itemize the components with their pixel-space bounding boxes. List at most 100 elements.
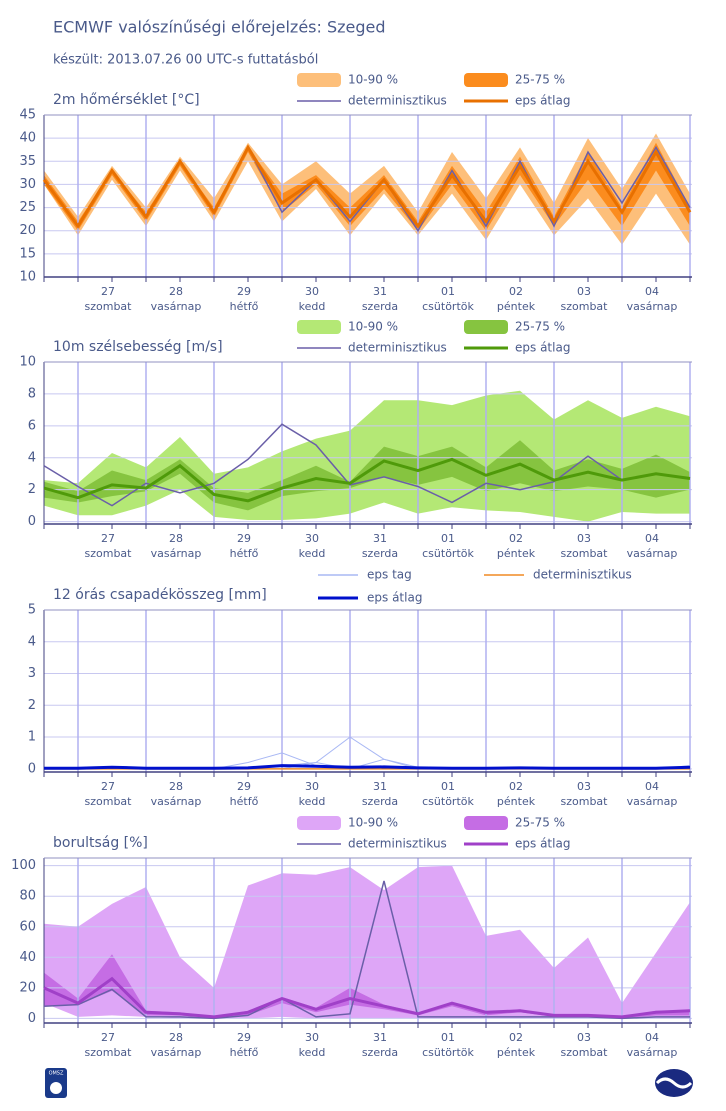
x-tick-label: 04 [645, 285, 659, 298]
x-tick-label: vasárnap [627, 300, 678, 313]
x-tick-label: 30 [305, 1031, 319, 1044]
x-tick-label: 29 [237, 780, 251, 793]
x-tick-label: 29 [237, 285, 251, 298]
x-tick-label: 29 [237, 532, 251, 545]
logo-shape [655, 1077, 693, 1089]
legend-label: 25-75 % [515, 73, 565, 87]
x-tick-label: 31 [373, 285, 387, 298]
legend-swatch [297, 73, 341, 87]
x-tick-label: vasárnap [151, 1046, 202, 1059]
panel-label: 2m hőmérséklet [°C] [53, 92, 200, 108]
x-tick-label: szerda [362, 300, 398, 313]
x-tick-label: 02 [509, 1031, 523, 1044]
panel-label: borultság [%] [53, 835, 148, 851]
y-tick-label: 0 [28, 761, 36, 776]
legend-label: eps átlag [367, 591, 422, 605]
legend-label: 10-90 % [348, 73, 398, 87]
x-tick-label: 04 [645, 780, 659, 793]
x-tick-label: 02 [509, 780, 523, 793]
y-tick-label: 100 [11, 858, 36, 873]
legend-label: determinisztikus [348, 341, 447, 355]
x-tick-label: 03 [577, 1031, 591, 1044]
omsz-logo: OMSZ [45, 1068, 67, 1098]
x-tick-label: kedd [299, 300, 326, 313]
legend-label: eps tag [367, 568, 412, 582]
legend-swatch [297, 816, 341, 830]
x-tick-label: péntek [497, 795, 536, 808]
series-line [43, 457, 691, 503]
y-tick-label: 10 [19, 270, 36, 285]
x-tick-label: szerda [362, 1046, 398, 1059]
x-tick-label: szombat [561, 547, 609, 560]
x-tick-label: 02 [509, 285, 523, 298]
x-tick-label: 02 [509, 532, 523, 545]
x-tick-label: szombat [85, 1046, 133, 1059]
legend-label: determinisztikus [348, 837, 447, 851]
series-line [44, 764, 691, 770]
x-tick-label: 30 [305, 780, 319, 793]
subtitle: készült: 2013.07.26 00 UTC-s futtatásból [53, 53, 318, 68]
legend-label: eps átlag [515, 94, 570, 108]
x-tick-label: szerda [362, 547, 398, 560]
x-tick-label: 03 [577, 285, 591, 298]
legend-label: determinisztikus [348, 94, 447, 108]
x-tick-label: 27 [101, 1031, 115, 1044]
x-tick-label: 29 [237, 1031, 251, 1044]
x-tick-label: szombat [85, 795, 133, 808]
x-tick-label: 01 [441, 285, 455, 298]
x-tick-label: 31 [373, 1031, 387, 1044]
x-tick-label: 28 [169, 285, 183, 298]
x-tick-label: kedd [299, 795, 326, 808]
y-tick-label: 4 [28, 450, 36, 465]
panel-label: 12 órás csapadékösszeg [mm] [53, 587, 267, 603]
x-tick-label: 03 [577, 780, 591, 793]
x-tick-label: szombat [561, 1046, 609, 1059]
x-tick-label: 28 [169, 1031, 183, 1044]
logo-shape [50, 1082, 62, 1094]
y-tick-label: 3 [28, 666, 36, 681]
legend-swatch [464, 320, 508, 334]
x-tick-label: hétfő [230, 795, 259, 808]
x-tick-label: szombat [85, 547, 133, 560]
y-tick-label: 80 [19, 889, 36, 904]
y-tick-label: 2 [28, 482, 36, 497]
legend-label: determinisztikus [533, 568, 632, 582]
legend-label: 25-75 % [515, 816, 565, 830]
x-tick-label: csütörtök [422, 547, 474, 560]
title: ECMWF valószínűségi előrejelzés: Szeged [53, 18, 386, 37]
y-tick-label: 0 [28, 514, 36, 529]
x-tick-label: 30 [305, 285, 319, 298]
logo-text: OMSZ [49, 1071, 64, 1077]
y-tick-label: 2 [28, 698, 36, 713]
x-tick-label: 27 [101, 780, 115, 793]
x-tick-label: 03 [577, 532, 591, 545]
legend-label: 10-90 % [348, 320, 398, 334]
y-tick-label: 40 [19, 950, 36, 965]
x-tick-label: 01 [441, 780, 455, 793]
x-tick-label: vasárnap [151, 300, 202, 313]
panel-label: 10m szélsebesség [m/s] [53, 339, 223, 355]
y-tick-label: 5 [28, 603, 36, 618]
x-tick-label: 01 [441, 1031, 455, 1044]
x-tick-label: csütörtök [422, 795, 474, 808]
x-tick-label: kedd [299, 1046, 326, 1059]
legend-label: 10-90 % [348, 816, 398, 830]
x-tick-label: 27 [101, 532, 115, 545]
x-tick-label: péntek [497, 300, 536, 313]
y-tick-label: 15 [19, 246, 36, 261]
legend-label: eps átlag [515, 341, 570, 355]
y-tick-label: 20 [19, 980, 36, 995]
x-tick-label: 28 [169, 532, 183, 545]
x-tick-label: 28 [169, 780, 183, 793]
x-tick-label: hétfő [230, 300, 259, 313]
y-tick-label: 0 [28, 1011, 36, 1026]
series-line [43, 880, 690, 1020]
x-tick-label: 04 [645, 1031, 659, 1044]
x-tick-label: péntek [497, 547, 536, 560]
y-tick-label: 20 [19, 223, 36, 238]
x-tick-label: 01 [441, 532, 455, 545]
y-tick-label: 10 [19, 355, 36, 370]
x-tick-label: hétfő [230, 1046, 259, 1059]
legend-swatch [297, 320, 341, 334]
y-tick-label: 35 [19, 154, 36, 169]
